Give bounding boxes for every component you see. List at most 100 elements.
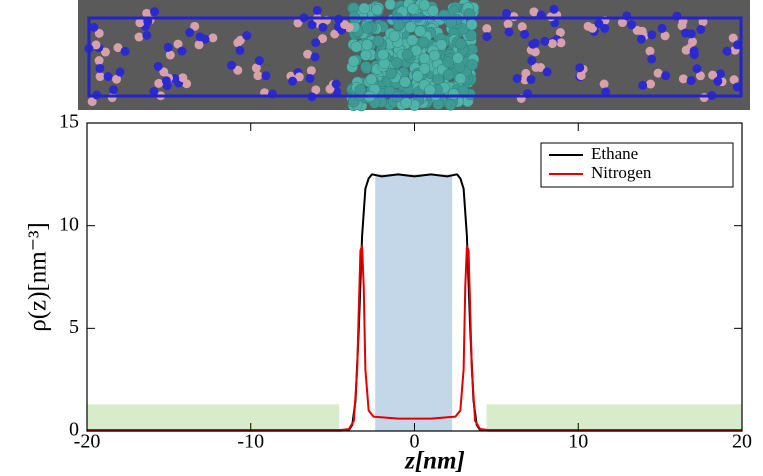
ethane-atom [447,88,460,100]
legend-label: Nitrogen [591,163,652,182]
molecule-atom [303,49,313,59]
molecule-atom [638,80,648,90]
molecule-atom [728,33,738,43]
molecule-atom [142,30,152,40]
molecule-atom [95,63,105,73]
molecule-atom [305,73,315,83]
ethane-atom [361,22,374,34]
ethane-atom [399,76,411,88]
ethane-atom [400,97,412,109]
molecule-atom [163,42,173,52]
molecule-atom [576,71,586,81]
y-tick-label: 15 [59,111,79,133]
molecule-atom [503,19,513,29]
molecule-atom [190,21,200,31]
molecule-atom [482,32,492,42]
molecule-atom [653,68,663,78]
molecule-atom [686,76,696,86]
molecule-atom [715,69,725,79]
molecule-atom [520,29,530,39]
molecule-atom [242,31,252,41]
molecule-atom [120,46,130,56]
molecule-atom [599,79,609,89]
shaded-region [486,404,742,431]
molecule-atom [91,40,101,50]
molecule-atom [251,63,261,73]
molecule-atom [288,76,298,86]
molecule-atom [253,71,263,81]
molecule-atom [330,29,340,39]
molecule-atom [185,28,195,38]
molecule-atom [87,97,97,107]
molecule-atom [89,22,99,32]
data-line [87,245,742,431]
molecule-atom [646,79,656,89]
ethane-atom [360,49,372,61]
molecule-atom [528,39,538,49]
molecule-atom [103,72,113,82]
molecule-atom [636,34,646,44]
ethane-atom [411,70,424,82]
molecule-atom [325,84,335,94]
molecule-atom [526,74,536,84]
ethane-atom [407,3,419,15]
molecule-atom [587,23,597,33]
molecule-atom [331,79,341,89]
molecule-atom [540,36,550,46]
molecule-atom [311,85,321,95]
molecule-atom [549,4,559,14]
ethane-atom [354,84,367,96]
y-tick-label: 10 [59,213,79,235]
molecule-atom [521,68,531,78]
x-tick-label: 10 [568,431,588,453]
molecule-atom [310,52,320,62]
molecule-atom [306,66,316,76]
y-tick-label: 0 [69,419,79,441]
molecule-atom [530,47,540,57]
ethane-atom [442,68,455,81]
ethane-atom [371,3,383,16]
molecule-atom [501,8,511,18]
molecule-atom [307,20,317,30]
molecule-atom [318,34,328,44]
molecule-atom [318,22,328,32]
molecule-atom [647,30,657,40]
ethane-atom [414,25,426,37]
x-axis-label: z[nm] [404,448,465,475]
ethane-atom [358,2,370,15]
ethane-atom [377,48,389,61]
molecule-atom [594,19,604,29]
molecule-atom [165,50,175,60]
molecule-atom [689,46,699,56]
molecule-atom [681,45,691,55]
molecule-atom [708,70,718,80]
molecule-atom [233,65,243,75]
molecule-atom [113,43,123,53]
ethane-atom [401,48,414,61]
molecule-atom [632,25,642,35]
ethane-atom [427,5,439,17]
molecule-atom [512,73,522,83]
molecule-atom [688,37,698,47]
molecule-atom [340,20,350,30]
molecule-atom [311,38,321,48]
ethane-atom [361,39,373,51]
molecule-atom [149,86,159,96]
ethane-atom [466,18,478,31]
molecule-atom [531,62,541,72]
ethane-atom [418,0,431,11]
molecule-atom [109,85,119,95]
molecule-atom [698,17,708,27]
molecule-atom [527,56,537,66]
molecule-atom [312,5,322,15]
ethane-atom [424,84,436,96]
ethane-atom [365,73,378,86]
y-axis-label: ρ(z)[nm⁻³] [25,222,52,332]
simulation-box [87,16,743,98]
molecule-atom [657,23,667,33]
ethane-atom [435,39,448,51]
molecule-atom [177,46,187,56]
molecule-atom [134,32,144,42]
ethane-atom [428,49,441,62]
